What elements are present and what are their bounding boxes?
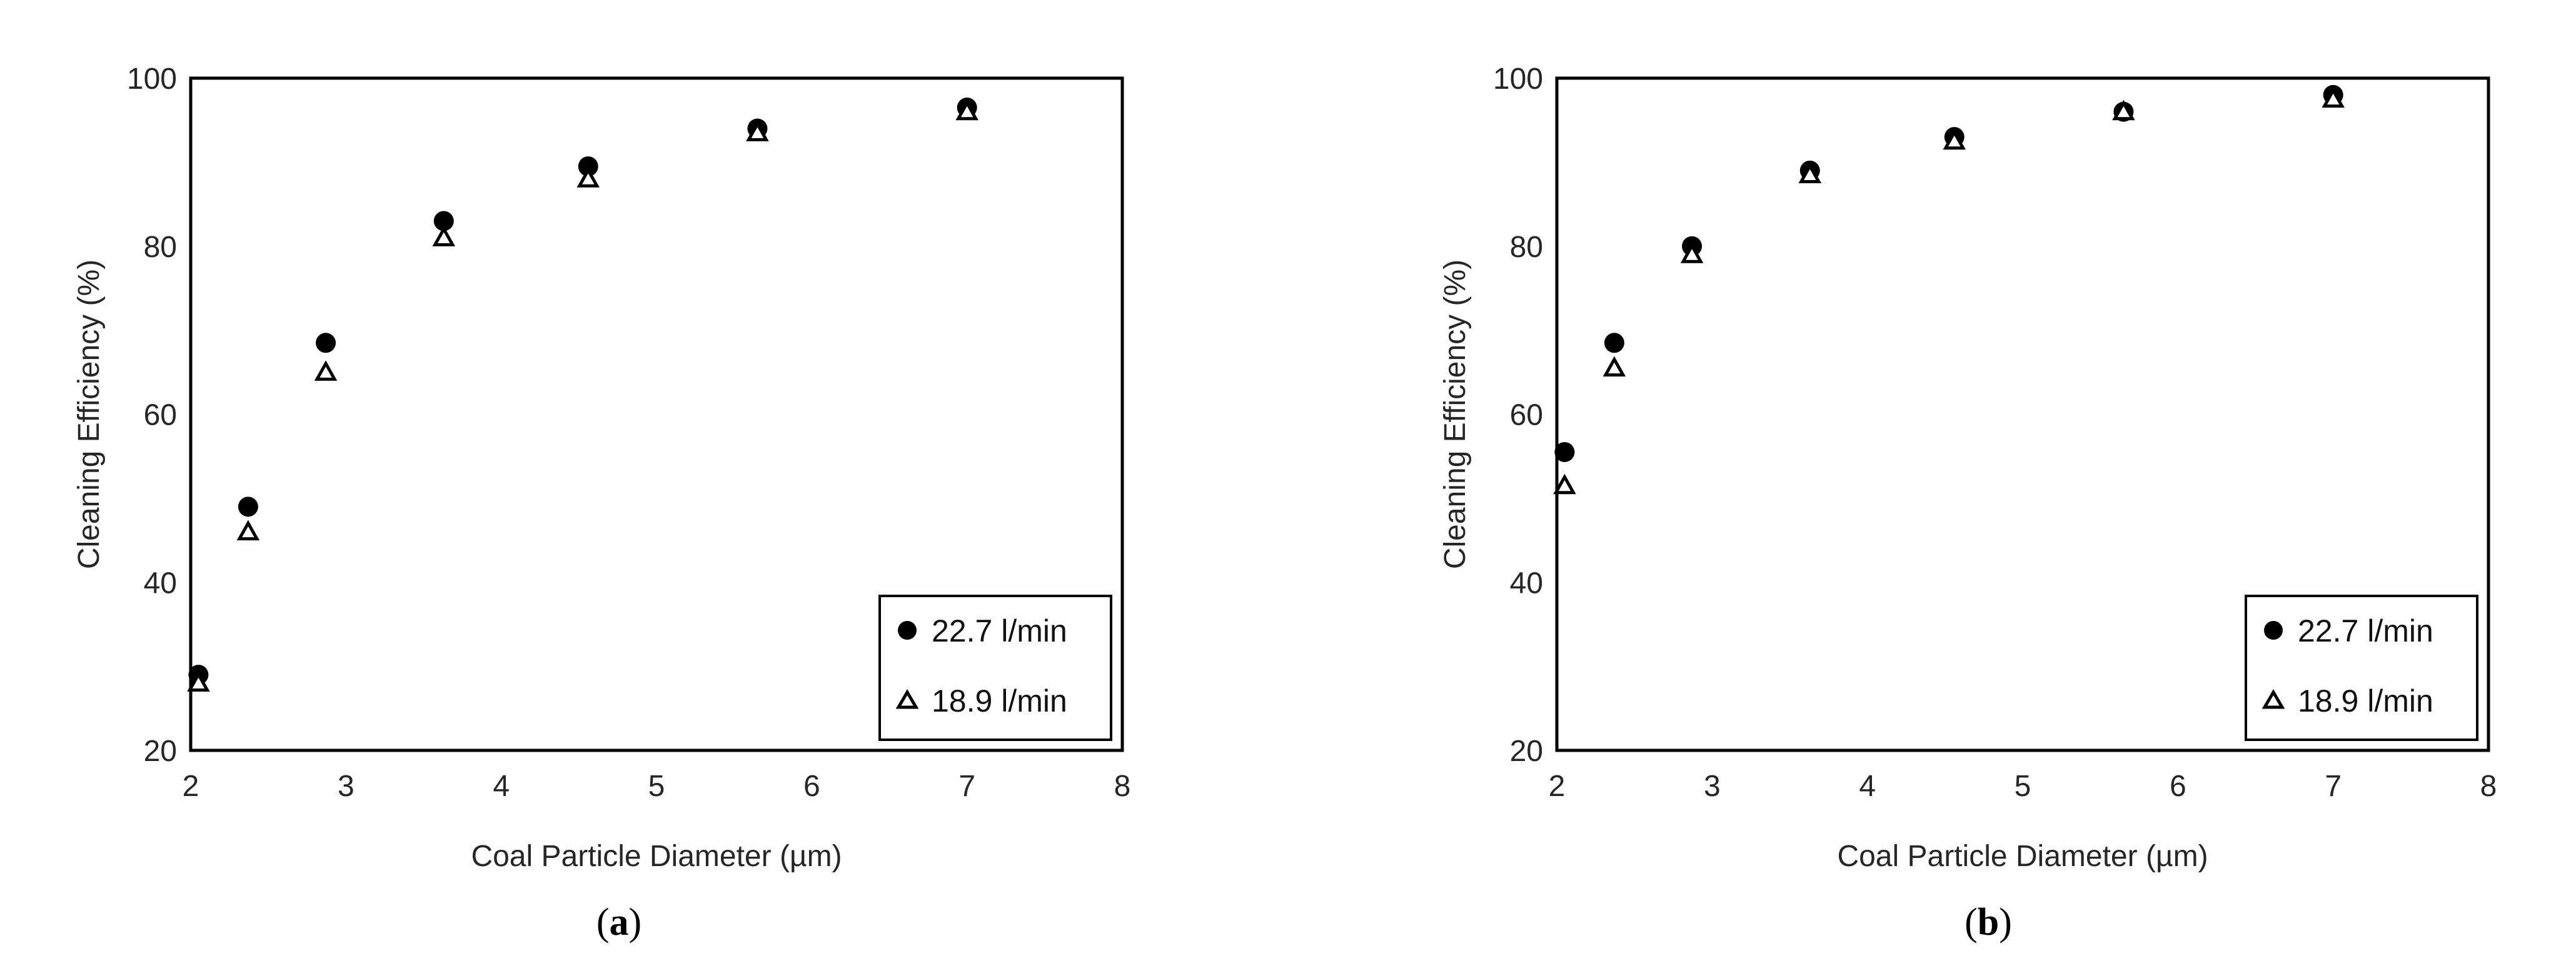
x-axis-title: Coal Particle Diameter (µm): [1837, 840, 2208, 873]
x-tick-label: 4: [1859, 770, 1876, 803]
point-series-1: [316, 333, 336, 353]
point-series-1: [1604, 333, 1624, 353]
legend-marker-circle: [898, 621, 917, 640]
x-tick-label: 8: [1114, 770, 1131, 803]
plot-frame: [189, 76, 1124, 752]
y-tick-label: 40: [1510, 567, 1543, 600]
point-series-2: [746, 121, 769, 141]
point-series-2: [1602, 356, 1626, 377]
point-series-2: [1553, 473, 1576, 495]
legend-box: [878, 595, 1112, 741]
y-tick-label: 100: [1493, 63, 1543, 96]
point-series-2: [2112, 99, 2135, 121]
x-tick-label: 2: [183, 770, 199, 803]
panel-letter-a: a: [610, 901, 629, 944]
y-tick-labels: 20 40 60 80 100: [127, 63, 177, 768]
y-tick-label: 100: [127, 63, 177, 96]
point-series-2: [1943, 129, 1966, 150]
legend-box: [2245, 595, 2478, 741]
point-series-1: [238, 497, 258, 517]
plot-frame: [1555, 76, 2490, 752]
point-series-2: [187, 671, 210, 692]
x-tick-label: 6: [2170, 770, 2186, 803]
x-tick-label: 5: [2015, 770, 2031, 803]
x-tick-label: 3: [1704, 770, 1721, 803]
x-tick-label: 4: [493, 770, 510, 803]
x-tick-label: 7: [2325, 770, 2342, 803]
legend-marker-triangle: [2262, 689, 2285, 709]
y-tick-label: 60: [144, 399, 177, 432]
legend-marker-circle: [2264, 621, 2283, 640]
x-tick-labels: 2 3 4 5 6 7 8: [183, 770, 1131, 803]
point-series-2: [955, 99, 979, 121]
point-series-2: [432, 226, 456, 246]
legend-marker-triangle: [895, 689, 919, 709]
data-marks: [1553, 84, 2345, 495]
y-tick-label: 60: [1510, 399, 1543, 432]
y-tick-label: 80: [1510, 231, 1543, 264]
x-tick-label: 7: [958, 770, 975, 803]
point-series-2: [576, 167, 600, 188]
y-tick-labels: 20 40 60 80 100: [1493, 63, 1543, 768]
x-tick-labels: 2 3 4 5 6 7 8: [1549, 770, 2497, 803]
y-tick-label: 80: [144, 231, 177, 264]
x-tick-label: 6: [803, 770, 820, 803]
y-axis-title: Cleaning Efficiency (%): [1439, 260, 1472, 569]
panel-letter-b: b: [1978, 901, 1999, 944]
legend-label-series-1: 22.7 l/min: [932, 613, 1067, 648]
point-series-2: [236, 520, 260, 541]
point-series-2: [1798, 163, 1822, 184]
chart-panel-b: 20 40 60 80 100 2 3 4 5 6 7 8 Coal Particle Diamet…: [1439, 63, 2497, 944]
x-tick-label: 8: [2480, 770, 2497, 803]
y-tick-label: 20: [1510, 735, 1543, 768]
legend-label-series-1: 22.7 l/min: [2298, 613, 2433, 648]
y-tick-label: 20: [144, 735, 177, 768]
point-series-1: [1554, 441, 1575, 462]
y-axis-title: Cleaning Efficiency (%): [73, 260, 106, 569]
point-series-1: [433, 211, 454, 231]
point-series-2: [2322, 87, 2345, 108]
x-tick-label: 5: [648, 770, 665, 803]
x-axis-title: Coal Particle Diameter (µm): [471, 840, 842, 873]
point-series-1: [578, 156, 598, 177]
y-tick-label: 40: [144, 567, 177, 600]
legend: 22.7 l/min 18.9 l/min: [2245, 595, 2478, 741]
x-tick-label: 3: [338, 770, 355, 803]
point-series-2: [1680, 243, 1704, 263]
legend-label-series-2: 18.9 l/min: [932, 683, 1067, 718]
data-marks: [187, 98, 979, 692]
chart-panel-a: 20 40 60 80 100 2 3 4 5 6 7 8 Coal Particle Diamet…: [73, 63, 1130, 944]
panel-label-a: (a): [596, 901, 641, 944]
legend-label-series-2: 18.9 l/min: [2298, 683, 2433, 718]
point-series-2: [314, 360, 338, 381]
panel-label-b: (b): [1965, 901, 2012, 944]
legend: 22.7 l/min 18.9 l/min: [878, 595, 1112, 741]
x-tick-label: 2: [1549, 770, 1566, 803]
